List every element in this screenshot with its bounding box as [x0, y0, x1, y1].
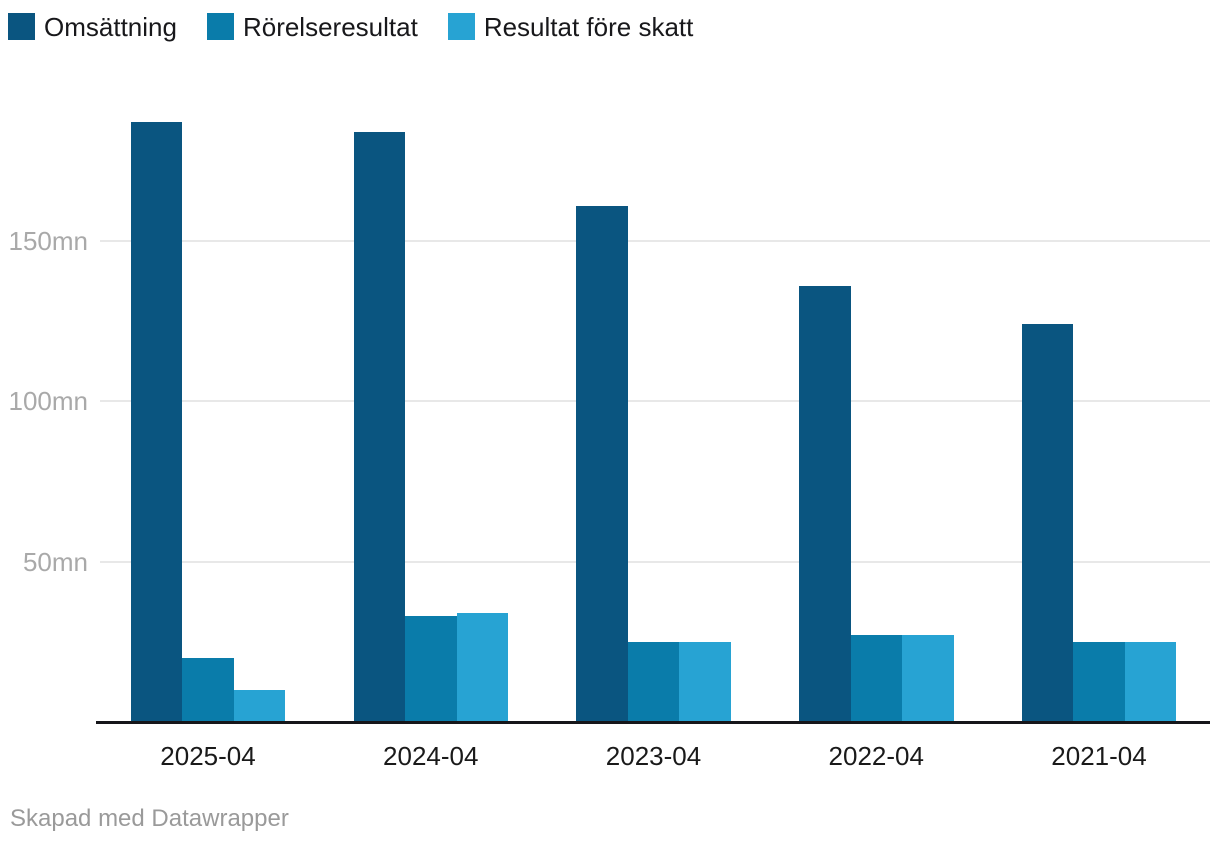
- bar-2025-04-omsättning[interactable]: [130, 122, 183, 722]
- gridline: [100, 240, 1210, 242]
- bar-2024-04-resultat-före-skatt[interactable]: [456, 612, 508, 722]
- bar-2022-04-omsättning[interactable]: [799, 285, 851, 722]
- x-axis-label: 2021-04: [1051, 741, 1147, 771]
- x-axis-line: [96, 721, 1210, 724]
- bar-2023-04-resultat-före-skatt[interactable]: [679, 641, 731, 722]
- gridline: [100, 560, 1210, 563]
- legend-label: Omsättning: [44, 11, 177, 42]
- bar-2024-04-omsättning[interactable]: [353, 131, 405, 722]
- bar-2021-04-rörelseresultat[interactable]: [1073, 641, 1125, 722]
- bar-2022-04-resultat-före-skatt[interactable]: [902, 635, 954, 722]
- legend-label: Resultat före skatt: [483, 11, 694, 42]
- bar-2025-04-resultat-före-skatt[interactable]: [233, 689, 286, 722]
- legend-label: Rörelseresultat: [242, 11, 418, 42]
- y-axis-tick-label: 150mn: [8, 226, 89, 256]
- x-axis-label: 2024-04: [383, 741, 479, 771]
- legend-item-rörelseresultat: Rörelseresultat: [206, 11, 418, 42]
- legend-item-omsättning: Omsättning: [8, 13, 177, 40]
- y-axis-tick-label: 100mn: [8, 386, 89, 417]
- legend-item-resultat-före-skatt: Resultat före skatt: [447, 11, 694, 42]
- legend-swatch-icon: [447, 13, 475, 40]
- bar-2022-04-rörelseresultat[interactable]: [850, 635, 902, 722]
- y-axis-tick-label: 50mn: [22, 546, 88, 577]
- x-axis-label: 2023-04: [605, 741, 702, 771]
- bar-2021-04-omsättning[interactable]: [1021, 324, 1074, 722]
- legend: Omsättning Rörelseresultat Resultat före s…: [8, 13, 693, 40]
- x-axis-label: 2022-04: [828, 741, 924, 771]
- legend-swatch-icon: [206, 13, 234, 40]
- legend-swatch-icon: [8, 13, 35, 40]
- x-axis-label: 2025-04: [160, 741, 256, 771]
- bar-2024-04-rörelseresultat[interactable]: [405, 616, 457, 722]
- bar-2021-04-resultat-före-skatt[interactable]: [1124, 641, 1177, 722]
- gridline: [100, 400, 1210, 403]
- bar-2023-04-rörelseresultat[interactable]: [627, 641, 680, 722]
- bar-2025-04-rörelseresultat[interactable]: [182, 657, 234, 722]
- bar-2023-04-omsättning[interactable]: [576, 205, 628, 722]
- datawrapper-credit-link[interactable]: Skapad med Datawrapper: [10, 805, 289, 832]
